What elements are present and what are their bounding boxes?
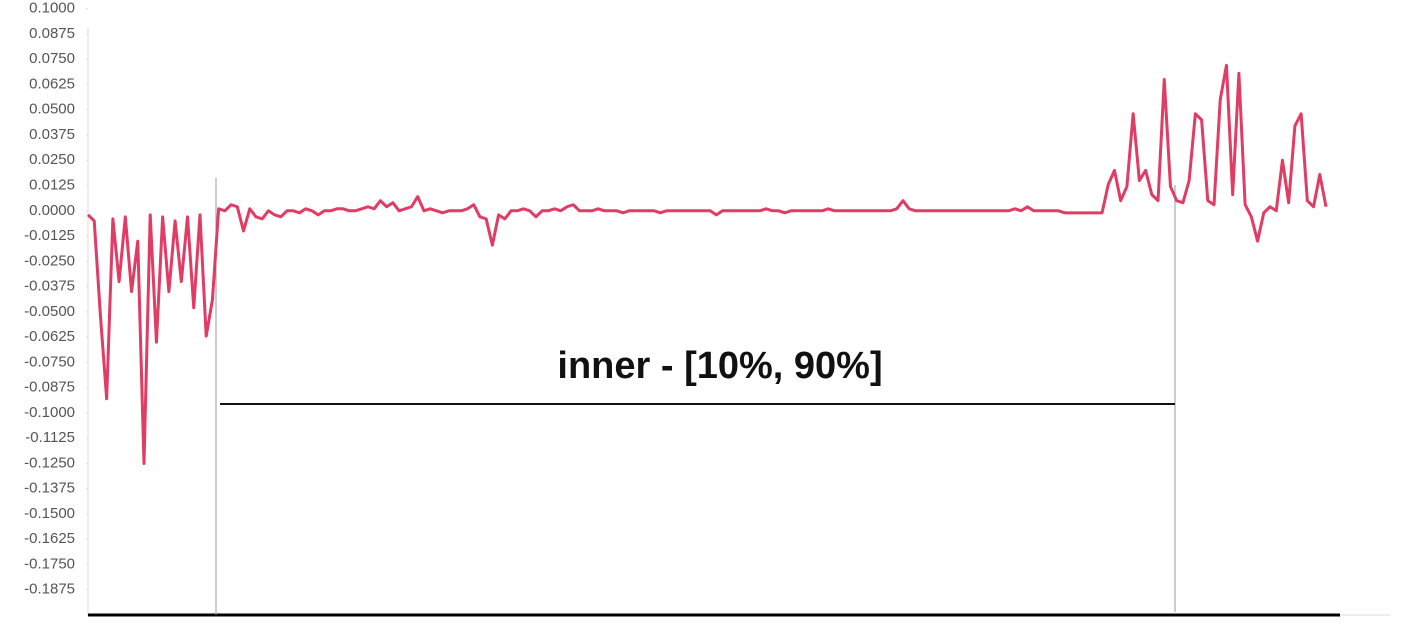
y-tick-label: 0.0500 xyxy=(29,101,75,118)
y-tick-label: 0.0625 xyxy=(29,75,75,92)
y-tick-label: 0.0375 xyxy=(29,126,75,143)
y-tick-label: -0.0250 xyxy=(24,252,75,269)
y-tick-label: -0.0125 xyxy=(24,227,75,244)
data-line xyxy=(86,63,1328,465)
y-tick-label: 0.0125 xyxy=(29,177,75,194)
y-tick-label: -0.1375 xyxy=(24,480,75,497)
y-tick-label: -0.1000 xyxy=(24,404,75,421)
annotation: inner - [10%, 90%] xyxy=(557,345,882,387)
y-tick-label: 0.0875 xyxy=(29,25,75,42)
y-tick-label: -0.0500 xyxy=(24,303,75,320)
y-tick-label: 0.0000 xyxy=(29,202,75,219)
y-tick-label: -0.0875 xyxy=(24,379,75,396)
y-tick-label: -0.1875 xyxy=(24,581,75,598)
y-tick-label: -0.0375 xyxy=(24,278,75,295)
y-tick-label: -0.0625 xyxy=(24,328,75,345)
y-tick-label: -0.1500 xyxy=(24,505,75,522)
y-tick-label: 0.1000 xyxy=(29,0,75,17)
y-tick-label: -0.1625 xyxy=(24,530,75,547)
y-tick-label: -0.1125 xyxy=(25,429,75,446)
y-tick-label: -0.1250 xyxy=(24,454,75,471)
y-tick-label: 0.0750 xyxy=(29,50,75,67)
y-tick-label: 0.0250 xyxy=(29,151,75,168)
y-tick-label: -0.1750 xyxy=(24,555,75,572)
y-tick-label: -0.0750 xyxy=(24,353,75,370)
